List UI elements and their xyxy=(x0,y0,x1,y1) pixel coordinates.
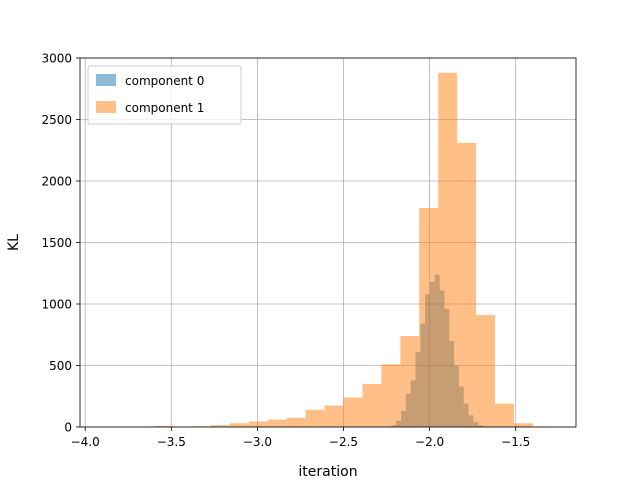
histogram-bar-series-1 xyxy=(400,335,420,427)
histogram-bar-series-1 xyxy=(476,315,496,427)
y-tick-label: 2500 xyxy=(41,113,72,127)
histogram-bars xyxy=(154,72,552,427)
x-axis-ticks: −4.0 −3.5 −3.0 −2.5 −2.0 −1.5 xyxy=(71,427,530,449)
x-tick-label: −4.0 xyxy=(71,435,100,449)
y-tick-label: 500 xyxy=(49,359,72,373)
x-axis-label: iteration xyxy=(298,464,357,480)
histogram-bar-series-1 xyxy=(514,423,533,427)
legend-swatch-series-1 xyxy=(96,101,116,113)
legend-swatch-series-0 xyxy=(96,74,116,86)
histogram-bar-series-1 xyxy=(267,419,287,427)
y-axis-label: KL xyxy=(6,234,22,251)
histogram-bar-series-1 xyxy=(286,417,306,427)
histogram-bar-series-1 xyxy=(229,423,249,427)
histogram-bar-series-1 xyxy=(343,397,363,427)
x-tick-label: −3.5 xyxy=(157,435,186,449)
histogram-bar-series-1 xyxy=(495,403,514,427)
y-axis-ticks: 0 500 1000 1500 2000 2500 3000 xyxy=(41,52,80,435)
legend: component 0 component 1 xyxy=(87,65,242,125)
histogram-bar-series-1 xyxy=(438,72,458,427)
legend-label: component 1 xyxy=(125,101,204,115)
histogram-bar-series-1 xyxy=(324,405,344,427)
y-tick-label: 2000 xyxy=(41,175,72,189)
histogram-bar-series-1 xyxy=(362,383,382,427)
y-tick-label: 0 xyxy=(64,421,72,435)
histogram-bar-series-1 xyxy=(305,409,325,427)
y-tick-label: 3000 xyxy=(41,52,72,66)
y-tick-label: 1500 xyxy=(41,236,72,250)
histogram-bar-series-1 xyxy=(154,426,173,427)
series-1-bars xyxy=(154,72,552,427)
histogram-bar-series-1 xyxy=(419,208,439,427)
grid-lines xyxy=(80,57,576,428)
x-tick-label: −2.5 xyxy=(329,435,358,449)
x-tick-label: −3.0 xyxy=(243,435,272,449)
histogram-bar-series-1 xyxy=(248,421,268,427)
y-tick-label: 1000 xyxy=(41,298,72,312)
legend-label: component 0 xyxy=(125,74,204,88)
histogram-bar-series-1 xyxy=(457,142,477,427)
legend-box xyxy=(87,65,242,125)
x-tick-label: −2.0 xyxy=(415,435,444,449)
x-tick-label: −1.5 xyxy=(501,435,530,449)
histogram-bar-series-1 xyxy=(381,364,401,427)
histogram-bar-series-1 xyxy=(210,425,230,427)
